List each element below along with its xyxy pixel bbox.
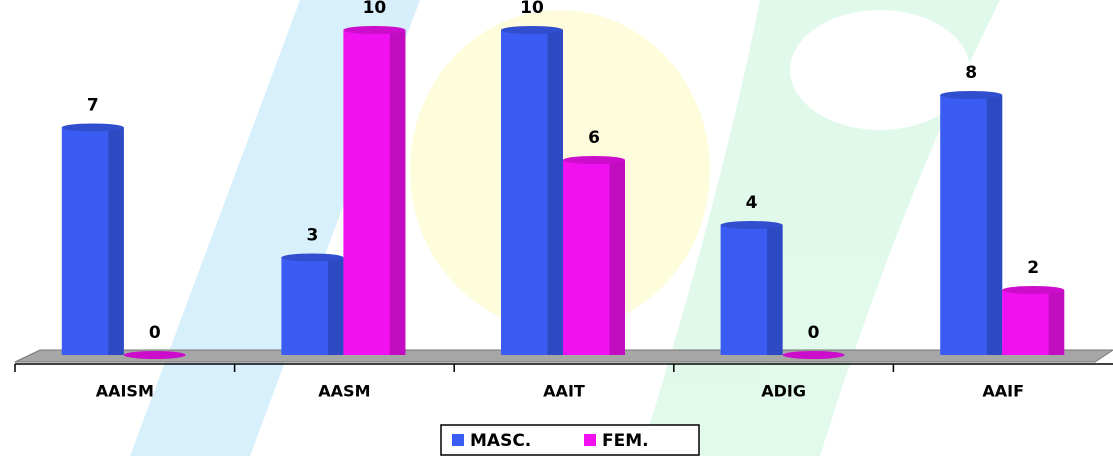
x-tick-label: AASM bbox=[318, 382, 370, 401]
legend-label: FEM. bbox=[602, 431, 649, 451]
x-tick-label: AAIF bbox=[982, 382, 1024, 401]
data-label: 0 bbox=[149, 323, 161, 343]
bar-top bbox=[940, 91, 1003, 99]
bar-side bbox=[1048, 290, 1065, 355]
bar-side bbox=[986, 95, 1003, 355]
bar-top bbox=[720, 221, 783, 229]
logo-hole bbox=[790, 10, 970, 130]
legend-swatch bbox=[452, 434, 464, 446]
bar-side bbox=[609, 160, 625, 355]
bar-top bbox=[343, 26, 406, 34]
bar-side bbox=[767, 225, 783, 355]
bar-top bbox=[782, 351, 845, 359]
x-tick-label: ADIG bbox=[761, 382, 806, 401]
legend-label: MASC. bbox=[470, 431, 531, 451]
bar-top bbox=[61, 123, 124, 132]
bar-side bbox=[389, 30, 406, 355]
data-label: 7 bbox=[87, 96, 99, 116]
data-label: 6 bbox=[588, 128, 600, 148]
bar-side bbox=[327, 257, 344, 355]
data-label: 0 bbox=[808, 323, 820, 343]
data-label: 8 bbox=[965, 63, 977, 83]
bar-top bbox=[281, 253, 344, 262]
bar-top bbox=[563, 156, 625, 164]
data-label: 10 bbox=[520, 0, 544, 18]
data-label: 4 bbox=[746, 193, 758, 213]
bar-top bbox=[1002, 286, 1065, 294]
bar-top bbox=[501, 26, 563, 34]
x-tick-label: AAISM bbox=[96, 382, 154, 401]
data-label: 10 bbox=[363, 0, 387, 18]
bar-top bbox=[123, 351, 186, 359]
legend bbox=[440, 424, 700, 456]
bar-side bbox=[547, 30, 563, 355]
data-label: 2 bbox=[1027, 258, 1039, 278]
legend-swatch bbox=[584, 434, 596, 446]
x-tick-label: AAIT bbox=[543, 382, 585, 401]
bar-side bbox=[108, 127, 124, 355]
data-label: 3 bbox=[306, 226, 318, 246]
